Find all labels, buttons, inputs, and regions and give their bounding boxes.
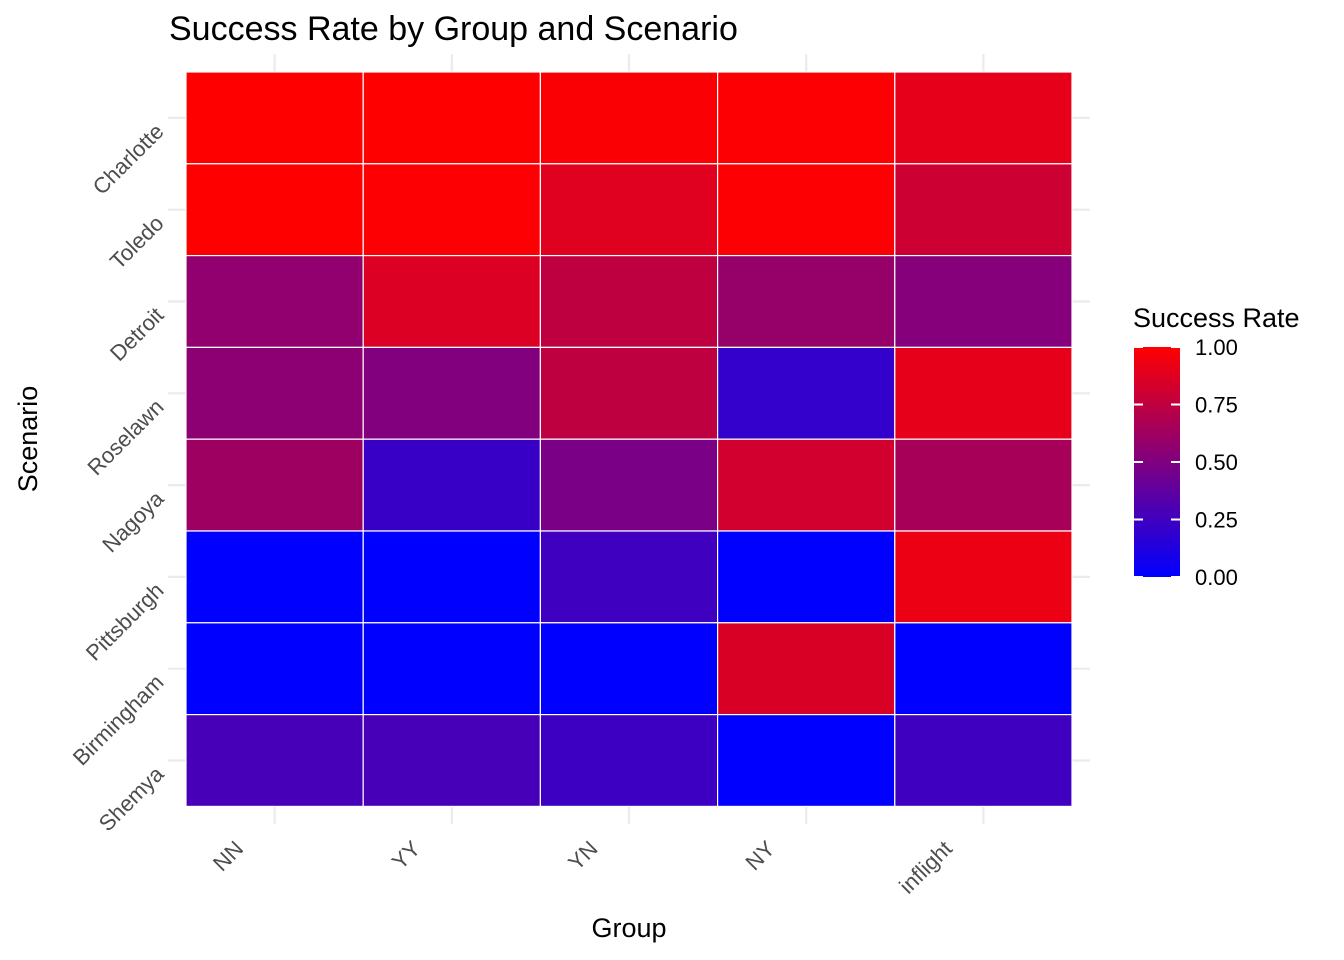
heatmap-cell-toledo-yy <box>362 163 542 257</box>
heatmap-cell-charlotte-ny <box>716 71 896 165</box>
x-axis-tick-labels: NN YY YN NY inflight <box>208 836 957 899</box>
legend-tick-label: 1.00 <box>1195 335 1238 360</box>
y-tick-label-roselawn: Roselawn <box>83 394 169 480</box>
legend-tick-label: 0.25 <box>1195 508 1238 533</box>
heatmap-cell-birmingham-nn <box>185 622 364 716</box>
heatmap-cell-shemya-yn <box>539 713 719 807</box>
heatmap-cell-birmingham-yn <box>539 622 719 716</box>
heatmap-cell-shemya-inflight <box>894 713 1073 807</box>
heatmap-cell-birmingham-ny <box>716 622 896 716</box>
heatmap-cell-charlotte-inflight <box>894 71 1073 165</box>
y-tick-label-detroit: Detroit <box>105 302 168 365</box>
heatmap-cell-charlotte-yn <box>539 71 719 165</box>
heatmap-cell-toledo-inflight <box>894 163 1073 257</box>
y-axis-title: Scenario <box>13 386 43 493</box>
legend-tick-label: 0.50 <box>1195 450 1238 475</box>
y-tick-label-toledo: Toledo <box>105 211 169 275</box>
heatmap-cell-nagoya-yy <box>362 438 542 532</box>
heatmap-cell-toledo-nn <box>185 163 364 257</box>
heatmap-cell-detroit-yn <box>539 255 719 349</box>
heatmap-cell-nagoya-yn <box>539 438 719 532</box>
legend-title: Success Rate <box>1133 303 1300 333</box>
heatmap-cell-roselawn-yn <box>539 346 719 440</box>
chart-title: Success Rate by Group and Scenario <box>169 10 738 48</box>
y-tick-label-birmingham: Birmingham <box>68 670 169 771</box>
heatmap-tiles <box>185 71 1073 807</box>
x-tick-label-inflight: inflight <box>894 836 957 899</box>
heatmap-cell-birmingham-yy <box>362 622 542 716</box>
x-tick-label-yn: YN <box>563 836 602 875</box>
heatmap-cell-nagoya-nn <box>185 438 364 532</box>
heatmap-cell-shemya-ny <box>716 713 896 807</box>
legend-tick-label: 0.75 <box>1195 393 1238 418</box>
heatmap-cell-shemya-yy <box>362 713 542 807</box>
legend-ticks: 1.00 0.75 0.50 0.25 0.00 <box>1134 335 1238 590</box>
heatmap-cell-charlotte-yy <box>362 71 542 165</box>
heatmap-cell-pittsburgh-inflight <box>894 530 1073 624</box>
x-tick-label-ny: NY <box>740 836 780 876</box>
heatmap-cell-detroit-inflight <box>894 255 1073 349</box>
heatmap-cell-toledo-yn <box>539 163 719 257</box>
legend-tick-label: 0.00 <box>1195 565 1238 590</box>
heatmap-cell-charlotte-nn <box>185 71 364 165</box>
heatmap-cell-detroit-nn <box>185 255 364 349</box>
x-tick-label-yy: YY <box>387 836 426 875</box>
heatmap-cell-roselawn-yy <box>362 346 542 440</box>
heatmap-cell-pittsburgh-nn <box>185 530 364 624</box>
heatmap-cell-detroit-ny <box>716 255 896 349</box>
x-axis-title: Group <box>591 913 666 943</box>
heatmap-cell-roselawn-nn <box>185 346 364 440</box>
heatmap-cell-pittsburgh-ny <box>716 530 896 624</box>
heatmap-cell-pittsburgh-yy <box>362 530 542 624</box>
heatmap-cell-pittsburgh-yn <box>539 530 719 624</box>
y-tick-label-pittsburgh: Pittsburgh <box>81 578 169 666</box>
heatmap-cell-birmingham-inflight <box>894 622 1073 716</box>
y-tick-label-charlotte: Charlotte <box>88 119 169 200</box>
x-tick-label-nn: NN <box>208 836 248 876</box>
heatmap-cell-roselawn-ny <box>716 346 896 440</box>
heatmap-cell-toledo-ny <box>716 163 896 257</box>
heatmap-cell-roselawn-inflight <box>894 346 1073 440</box>
y-tick-label-nagoya: Nagoya <box>97 485 169 557</box>
heatmap-cell-shemya-nn <box>185 713 364 807</box>
heatmap-cell-nagoya-ny <box>716 438 896 532</box>
heatmap-cell-nagoya-inflight <box>894 438 1073 532</box>
heatmap-cell-detroit-yy <box>362 255 542 349</box>
y-tick-label-shemya: Shemya <box>94 761 169 836</box>
legend: Success Rate 1.00 0.75 0.50 0.25 0.00 <box>1133 303 1300 590</box>
